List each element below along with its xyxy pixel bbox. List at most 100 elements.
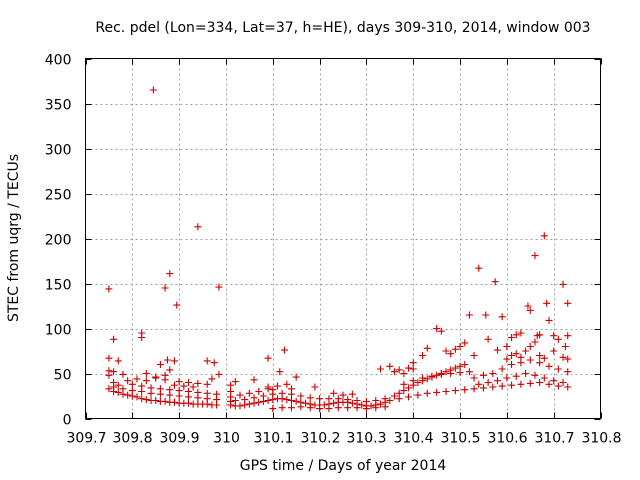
data-point [543, 299, 551, 307]
data-point [423, 344, 431, 352]
data-point [517, 380, 525, 388]
data-point [442, 388, 450, 395]
data-point [215, 370, 223, 378]
x-axis-title: GPS time / Days of year 2014 [240, 458, 447, 474]
y-tick-label: 300 [45, 143, 72, 159]
data-point [409, 359, 417, 367]
data-point [564, 368, 572, 376]
data-point [391, 392, 398, 400]
data-point [264, 354, 272, 362]
data-point [447, 370, 455, 377]
data-point [536, 352, 544, 359]
data-point [227, 381, 235, 389]
data-point [330, 399, 338, 407]
data-point [395, 395, 403, 403]
data-point [494, 377, 501, 385]
data-point [280, 346, 288, 354]
data-point [451, 364, 459, 372]
data-point [194, 379, 202, 387]
x-tick-label: 310.2 [300, 431, 340, 447]
data-point [175, 378, 183, 386]
data-point [564, 383, 572, 391]
data-point [147, 384, 155, 392]
data-point [208, 375, 216, 383]
data-point [185, 379, 192, 386]
data-point [512, 350, 520, 358]
data-point [288, 397, 295, 404]
data-point [185, 388, 192, 395]
data-point [166, 270, 174, 278]
data-point [522, 370, 530, 377]
data-point [161, 284, 169, 292]
x-tick-label: 310.3 [346, 431, 386, 447]
data-point [152, 374, 160, 382]
data-point [494, 346, 501, 354]
data-point [386, 362, 394, 370]
data-point [269, 386, 277, 394]
x-tick-label: 309.7 [66, 431, 106, 447]
data-point [128, 380, 136, 388]
data-point [269, 405, 277, 413]
y-tick-label: 50 [54, 368, 72, 384]
data-point [437, 370, 445, 378]
data-point [194, 388, 202, 396]
data-point [498, 313, 506, 321]
data-point [491, 278, 499, 286]
data-point [461, 386, 469, 394]
data-point [334, 404, 342, 412]
y-tick-label: 350 [45, 98, 72, 114]
data-point [531, 371, 539, 379]
data-point [395, 366, 403, 374]
data-point [105, 354, 113, 362]
data-point [550, 377, 558, 385]
data-point [545, 380, 553, 388]
data-point [479, 371, 487, 379]
data-point [456, 369, 464, 377]
data-point [166, 366, 174, 374]
data-point [522, 347, 530, 355]
data-point [110, 335, 118, 343]
data-point [292, 373, 300, 381]
data-point [138, 382, 146, 390]
data-point [173, 301, 181, 309]
data-point [124, 377, 132, 385]
data-point [161, 397, 169, 405]
data-point [381, 403, 389, 411]
y-tick-label: 400 [45, 53, 72, 69]
data-point [367, 402, 375, 410]
data-point [409, 365, 417, 373]
data-point [142, 370, 150, 377]
data-point [559, 280, 567, 288]
data-point [105, 385, 113, 393]
data-point [559, 353, 567, 361]
data-point [105, 285, 113, 293]
data-point [447, 350, 455, 358]
data-point [152, 397, 160, 404]
data-point [381, 395, 389, 403]
data-point [330, 389, 338, 397]
y-tick-labels: 0 50 100 150 200 250 300 350 400 [45, 53, 72, 429]
chart-title: Rec. pdel (Lon=334, Lat=37, h=HE), days … [95, 20, 590, 36]
data-point [161, 376, 169, 384]
data-point [503, 343, 511, 350]
data-point [170, 398, 178, 406]
data-point [461, 339, 469, 347]
data-point [372, 397, 380, 404]
data-point [564, 355, 572, 363]
x-tick-label: 310.8 [581, 431, 621, 447]
data-point [325, 405, 333, 413]
data-point [110, 383, 118, 391]
data-point [503, 374, 511, 382]
data-point [391, 368, 398, 376]
data-point [353, 404, 361, 412]
data-point [245, 400, 253, 408]
data-point [405, 364, 413, 372]
data-point [133, 375, 141, 383]
y-axis-title: STEC from uqrg / TECUs [6, 154, 22, 322]
y-tick-label: 200 [45, 233, 72, 249]
data-point [344, 404, 352, 412]
y-tick-label: 250 [45, 188, 72, 204]
data-point [283, 380, 291, 388]
data-point [362, 397, 370, 405]
